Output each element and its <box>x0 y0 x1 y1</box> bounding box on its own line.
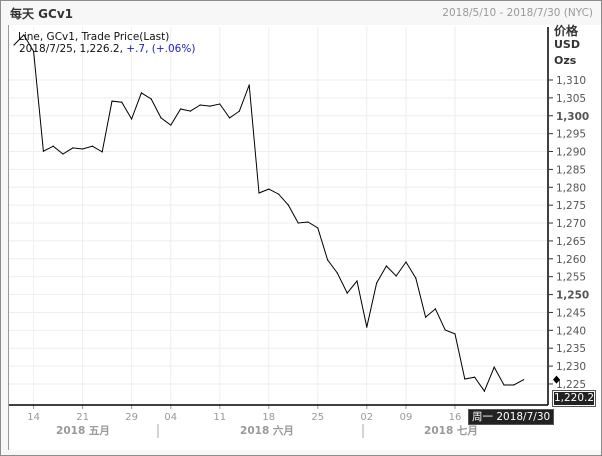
data-point <box>523 379 525 381</box>
data-point <box>287 204 289 206</box>
data-point <box>140 92 142 94</box>
last-value-label: 1,220.2 <box>552 390 596 407</box>
y-tick-label: 1,260 <box>556 254 586 266</box>
y-tick-label: 1,240 <box>556 325 586 337</box>
data-point <box>121 101 123 103</box>
legend-date-price: 2018/7/25, 1,226.2, <box>19 43 127 55</box>
y-tick-label: 1,310 <box>556 75 586 87</box>
data-point <box>336 272 338 274</box>
data-point <box>131 118 133 120</box>
data-point <box>23 34 25 36</box>
data-point <box>238 110 240 112</box>
x-tick-label: 16 <box>449 412 462 423</box>
data-point <box>229 117 231 119</box>
data-point <box>307 221 309 223</box>
data-point <box>376 282 378 284</box>
data-point <box>219 103 221 105</box>
y-tick-label: 1,280 <box>556 182 586 194</box>
y-tick-label: 1,285 <box>556 164 586 176</box>
data-point <box>189 110 191 112</box>
y-tick-label: 1,300 <box>556 111 589 123</box>
chart-panel <box>8 25 601 450</box>
y-tick-label: 1,235 <box>556 343 586 355</box>
data-point <box>366 326 368 328</box>
data-point <box>180 108 182 110</box>
data-point <box>160 117 162 119</box>
y-tick-label: 1,270 <box>556 218 586 230</box>
legend-change: +.7, (+.06%) <box>126 43 196 55</box>
data-point <box>493 366 495 368</box>
data-point <box>454 333 456 335</box>
last-price-marker-icon <box>553 375 560 384</box>
data-point <box>72 147 74 149</box>
chart-title: 每天 GCv1 <box>10 7 74 21</box>
data-point <box>170 124 172 126</box>
x-tick-label: 29 <box>125 412 138 423</box>
data-point <box>434 308 436 310</box>
y-tick-label: 1,265 <box>556 236 586 248</box>
data-point <box>248 84 250 86</box>
data-point <box>415 277 417 279</box>
axis-unit: Ozs <box>554 54 577 67</box>
x-tick-label: 11 <box>213 412 226 423</box>
data-point <box>13 44 15 46</box>
data-point <box>385 265 387 267</box>
data-point <box>278 193 280 195</box>
axis-price-label: 价格 <box>554 24 579 38</box>
data-point <box>356 280 358 282</box>
data-point <box>474 376 476 378</box>
x-tick-label: 21 <box>76 412 89 423</box>
data-point <box>62 153 64 155</box>
x-tick-label: 04 <box>164 412 177 423</box>
y-tick-label: 1,250 <box>556 290 589 302</box>
x-tick-label: 09 <box>400 412 413 423</box>
legend-series[interactable]: Line, GCv1, Trade Price(Last) <box>18 31 170 43</box>
data-point <box>82 148 84 150</box>
x-tick-label: 14 <box>27 412 40 423</box>
data-point <box>209 105 211 107</box>
x-group-label: 2018 六月 <box>240 424 294 437</box>
data-point <box>150 98 152 100</box>
data-point <box>346 292 348 294</box>
data-point <box>42 150 45 152</box>
data-point <box>405 261 407 263</box>
y-tick-label: 1,230 <box>556 361 586 373</box>
data-point <box>425 316 427 318</box>
legend-values: 2018/7/25, 1,226.2, +.7, (+.06%) <box>19 43 195 55</box>
data-point <box>317 227 319 229</box>
data-point <box>464 378 466 380</box>
x-tick-label: 18 <box>262 412 275 423</box>
x-tick-label: 02 <box>360 412 373 423</box>
y-tick-label: 1,305 <box>556 93 586 105</box>
data-point <box>395 275 397 277</box>
data-point <box>483 390 485 392</box>
data-point <box>33 50 35 52</box>
y-tick-label: 1,245 <box>556 307 586 319</box>
y-tick-label: 1,275 <box>556 200 586 212</box>
data-point <box>101 151 103 153</box>
data-point <box>111 100 113 102</box>
y-tick-label: 1,295 <box>556 129 586 141</box>
data-point <box>52 145 54 147</box>
data-point <box>513 384 515 386</box>
x-tick-label: 25 <box>311 412 324 423</box>
y-tick-label: 1,290 <box>556 147 586 159</box>
data-point <box>91 145 93 147</box>
date-range[interactable]: 2018/5/10 - 2018/7/30 (NYC) <box>442 7 593 19</box>
y-tick-label: 1,255 <box>556 272 586 284</box>
x-group-label: 2018 七月 <box>424 424 478 437</box>
data-point <box>503 384 505 386</box>
data-point <box>258 192 260 194</box>
x-group-label: 2018 五月 <box>56 425 110 437</box>
crosshair-date-label: 周一 2018/7/30 <box>468 409 555 425</box>
axis-currency: USD <box>554 38 580 51</box>
y-tick-label: 1,225 <box>556 379 586 391</box>
data-point <box>444 329 446 331</box>
data-point <box>199 104 201 106</box>
data-point <box>327 259 329 261</box>
data-point <box>268 188 270 190</box>
data-point <box>297 222 299 224</box>
